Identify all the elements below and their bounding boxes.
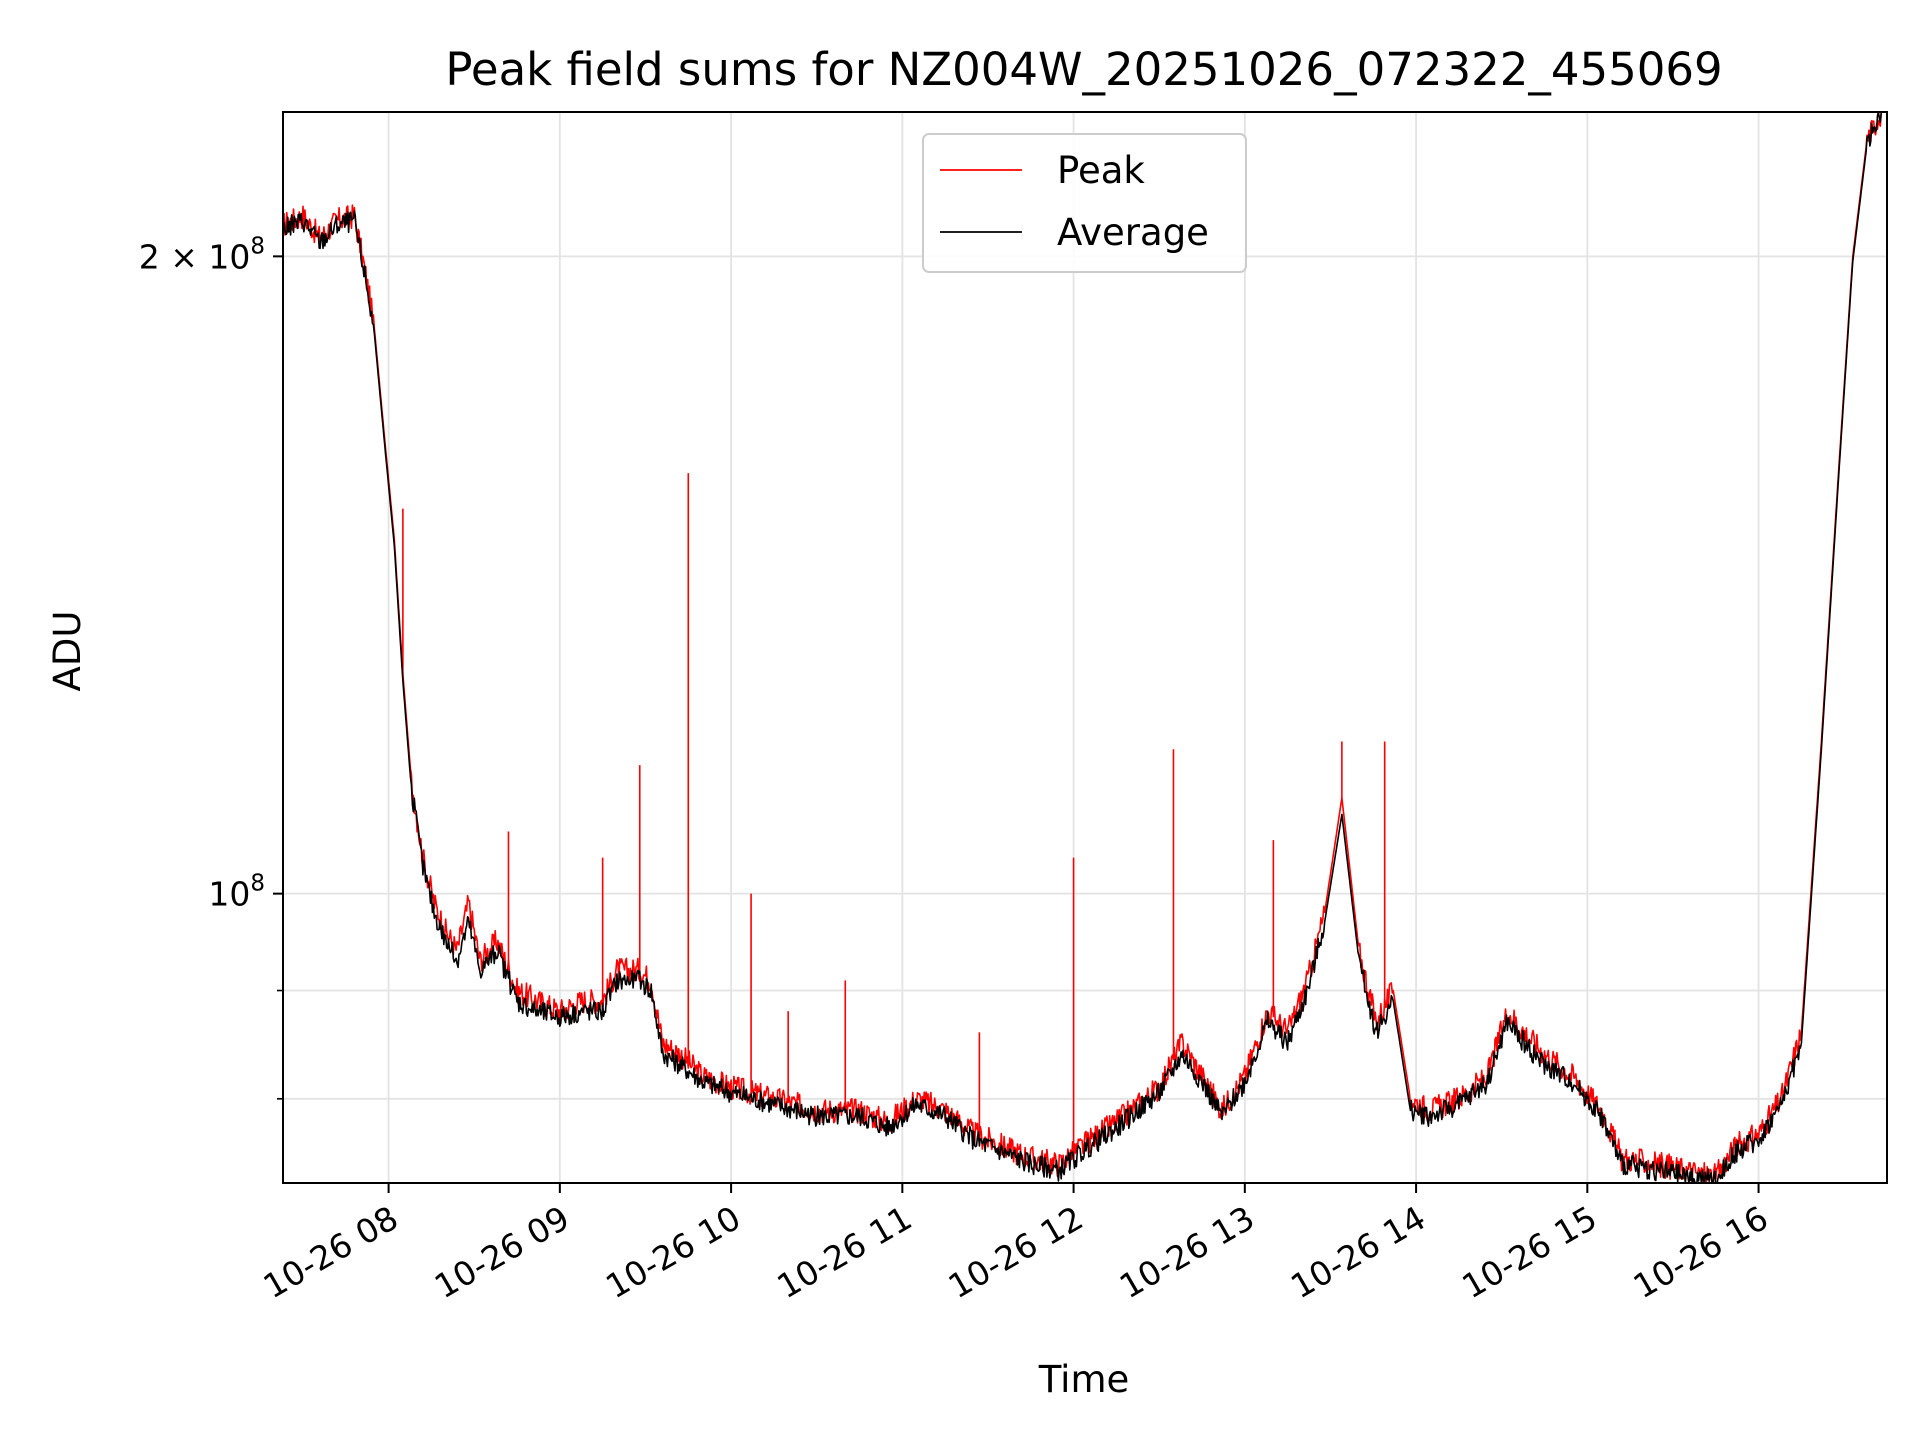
legend-frame	[922, 133, 1247, 273]
legend: Peak Average	[922, 133, 1247, 273]
series-peak	[283, 112, 1883, 1183]
legend-label-average: Average	[1057, 211, 1209, 254]
series-line-average	[283, 112, 1883, 1183]
x-axis-label: Time	[1038, 1358, 1130, 1401]
series-line-peak	[283, 112, 1883, 1183]
legend-label-peak: Peak	[1057, 149, 1145, 192]
series-layer	[283, 112, 1883, 1183]
chart-title: Peak field sums for NZ004W_20251026_0723…	[445, 43, 1722, 96]
y-axis-label: ADU	[46, 611, 89, 692]
y-tick-label: 108	[208, 871, 265, 914]
y-tick-label: 2 × 108	[139, 233, 265, 276]
series-average	[283, 112, 1883, 1183]
plot-frame	[282, 111, 1888, 1184]
